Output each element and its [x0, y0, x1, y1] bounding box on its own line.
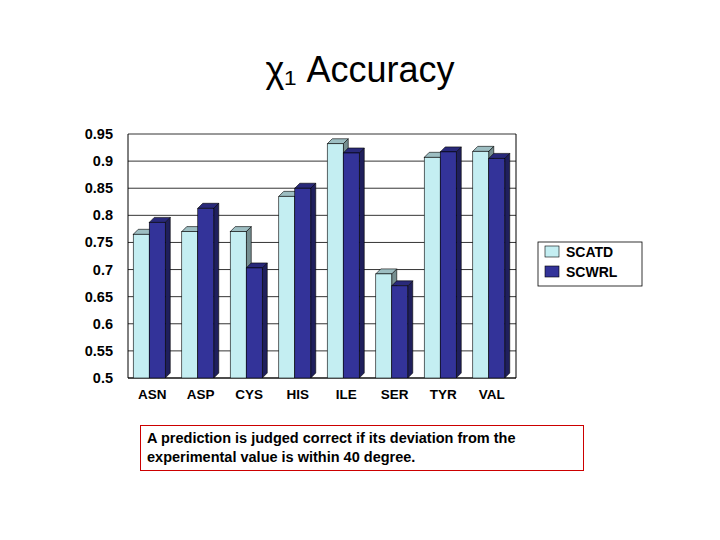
y-tick-label: 0.5	[93, 370, 113, 386]
bar-top	[246, 263, 267, 268]
x-tick-label: ASN	[138, 387, 167, 402]
bar-side	[408, 281, 413, 378]
bar	[198, 203, 219, 378]
bar-side	[262, 263, 267, 378]
title: χ₁ Accuracy	[265, 49, 454, 90]
grid-line	[128, 134, 516, 135]
bar-top	[473, 146, 494, 151]
bar-top	[230, 227, 251, 232]
legend-label: SCATD	[566, 244, 613, 260]
x-tick-label: ILE	[336, 387, 357, 402]
bar-front	[440, 152, 456, 378]
x-tick-label: HIS	[286, 387, 309, 402]
bar	[489, 153, 510, 378]
bar-top	[489, 153, 510, 158]
bar-side	[456, 147, 461, 378]
y-tick-label: 0.9	[93, 153, 113, 169]
y-tick-label: 0.65	[85, 289, 113, 305]
y-tick-label: 0.55	[85, 343, 113, 359]
plot-frame	[516, 134, 517, 378]
bar-top	[149, 217, 170, 222]
legend-box	[538, 242, 642, 286]
bar-top	[327, 139, 348, 144]
bar-front	[133, 234, 149, 378]
bar-front	[295, 188, 311, 378]
y-tick-label: 0.95	[85, 126, 113, 142]
y-tick-label: 0.85	[85, 180, 113, 196]
bar-front	[327, 144, 343, 378]
bar	[440, 147, 461, 378]
bar-top	[343, 148, 364, 153]
bar-front	[343, 153, 359, 378]
bar-side	[214, 203, 219, 378]
bar-front	[489, 158, 505, 378]
x-tick-label: ASP	[187, 387, 215, 402]
y-tick-label: 0.8	[93, 207, 113, 223]
bar-side	[359, 148, 364, 378]
bars	[133, 139, 510, 378]
x-tick-label: SER	[381, 387, 409, 402]
bar	[295, 183, 316, 378]
bar-side	[311, 183, 316, 378]
bar-front	[149, 222, 165, 378]
x-tick-label: CYS	[235, 387, 263, 402]
bar-front	[198, 208, 214, 378]
bar-top	[198, 203, 219, 208]
bar-front	[473, 151, 489, 378]
bar-top	[392, 281, 413, 286]
bar-front	[230, 232, 246, 378]
bar-front	[392, 286, 408, 378]
bar-top	[440, 147, 461, 152]
bar	[343, 148, 364, 378]
legend-label: SCWRL	[566, 264, 618, 280]
bar-top	[376, 269, 397, 274]
x-tick-label: TYR	[430, 387, 457, 402]
bar	[246, 263, 267, 378]
x-tick-label: VAL	[479, 387, 505, 402]
bar-front	[246, 268, 262, 378]
y-tick-label: 0.7	[93, 262, 113, 278]
bar-side	[165, 217, 170, 378]
legend-swatch	[545, 266, 559, 277]
y-axis	[128, 134, 129, 378]
bar	[149, 217, 170, 378]
bar-front	[376, 274, 392, 378]
bar	[392, 281, 413, 378]
legend: SCATD SCWRL	[538, 242, 642, 286]
annotation: A prediction is judged correct if its de…	[140, 425, 584, 471]
bar-front	[279, 196, 295, 378]
bar-front	[424, 157, 440, 378]
bar-front	[182, 232, 198, 378]
legend-swatch	[545, 246, 559, 257]
y-tick-label: 0.75	[85, 234, 113, 250]
bar-side	[505, 153, 510, 378]
y-tick-label: 0.6	[93, 316, 113, 332]
bar-top	[295, 183, 316, 188]
